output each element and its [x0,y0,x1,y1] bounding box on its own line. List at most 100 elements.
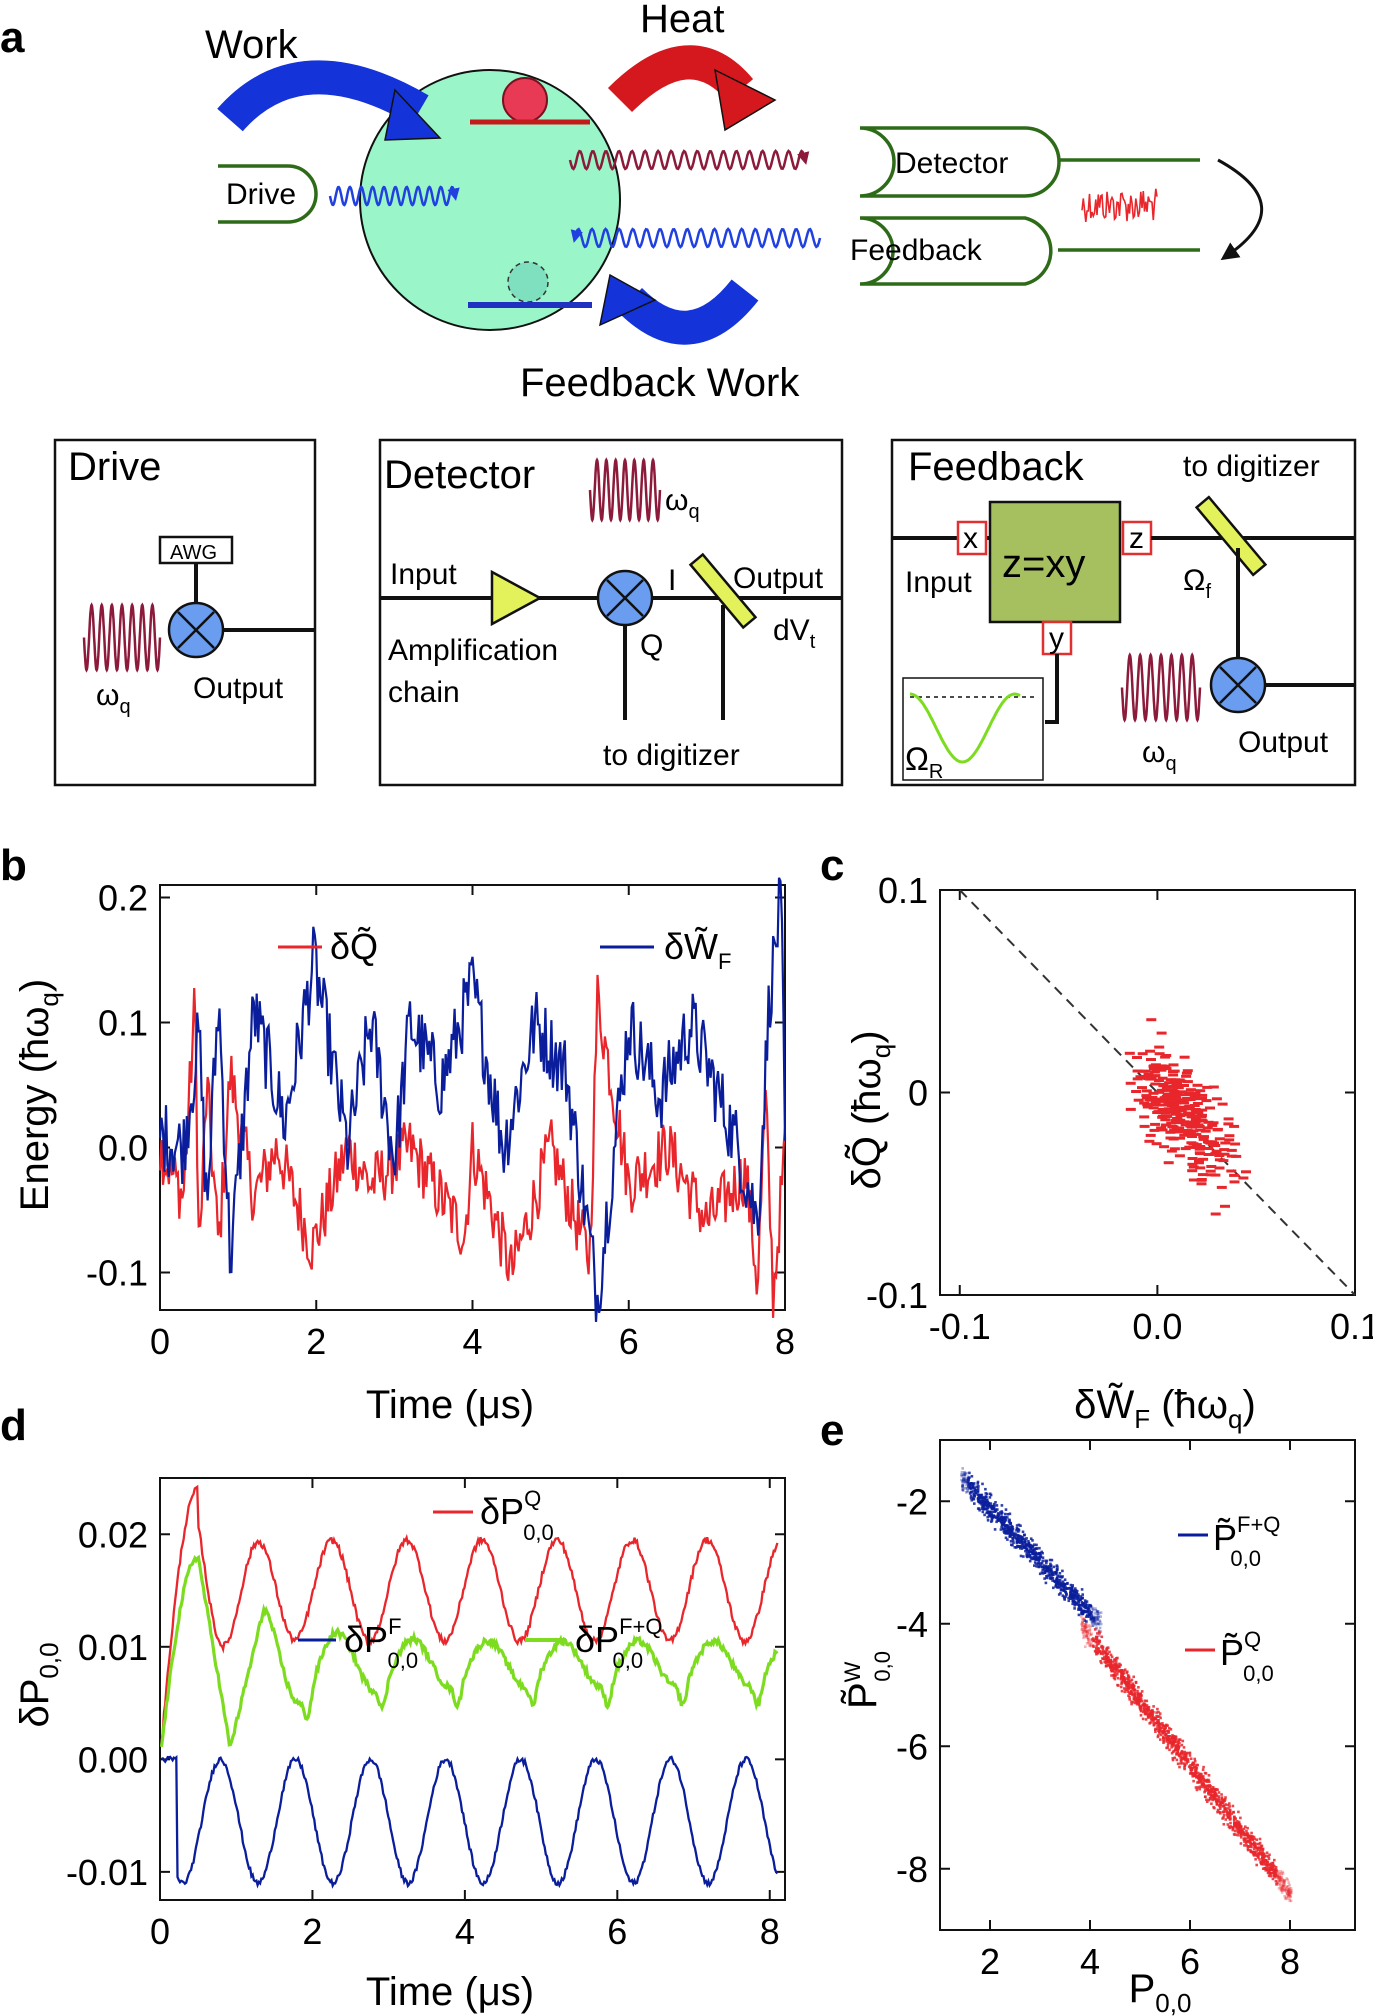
scatter-point [1168,1125,1179,1129]
scatter-point [1255,1842,1259,1846]
scatter-point [1094,1607,1097,1610]
scatter-point [1105,1664,1108,1667]
scatter-point [1099,1611,1103,1614]
scatter-point [1092,1617,1096,1620]
scatter-point [1233,1815,1236,1819]
x-tick-label: 2 [980,1941,1000,1982]
scatter-point [1287,1891,1291,1895]
scatter-point [1282,1885,1285,1889]
detector-input-label: Input [390,558,457,591]
scatter-point [1206,1165,1217,1168]
scatter-point [1152,1705,1155,1708]
scatter-point [1284,1887,1288,1890]
scatter-point [1289,1895,1292,1899]
scatter-point [983,1503,987,1507]
scatter-point [1040,1561,1044,1565]
scatter-point [1166,1743,1170,1747]
scatter-point [1169,1089,1180,1093]
scatter-point [1287,1889,1290,1892]
scatter-point [961,1485,964,1488]
scatter-point [1259,1846,1263,1850]
scatter-point [1185,1751,1188,1755]
panel-c-letter: c [820,841,844,890]
scatter-point [1096,1622,1100,1625]
scatter-point [1085,1625,1088,1629]
scatter-point [969,1496,973,1500]
scatter-point [1110,1655,1114,1659]
scatter-point [1114,1661,1118,1665]
scatter-point [1006,1526,1010,1529]
scatter-point [1213,1791,1217,1795]
scatter-point [1252,1851,1256,1854]
scatter-point [1017,1545,1021,1548]
scatter-point [1031,1552,1035,1556]
scatter-point [1148,1714,1152,1717]
scatter-point [1269,1862,1273,1865]
panel-e-letter: e [820,1406,844,1455]
panel-c-ylabel: δQ̃ (ħωq) [844,1030,896,1189]
scatter-point [1224,1134,1235,1138]
scatter-point [1011,1531,1015,1535]
scatter-point [1255,1863,1258,1867]
scatter-point [1258,1837,1262,1841]
scatter-point [1233,1829,1237,1833]
scatter-point [1080,1612,1083,1616]
scatter-point [1002,1530,1006,1533]
scatter-point [1241,1831,1245,1835]
scatter-point [1046,1569,1050,1572]
scatter-point [1203,1790,1206,1794]
x-tick-label: 2 [306,1321,326,1362]
scatter-point [1110,1664,1114,1668]
scatter-point [1217,1102,1228,1106]
scatter-point [1180,1761,1184,1765]
scatter-point [1000,1504,1004,1507]
scatter-point [1177,1754,1181,1758]
scatter-point [1103,1655,1106,1659]
scatter-point [1223,1798,1227,1801]
scatter-point [1128,1695,1131,1699]
scatter-point [1012,1533,1015,1536]
scatter-point [1139,1124,1150,1128]
scatter-point [966,1475,970,1478]
scatter-point [1202,1765,1205,1769]
scatter-point [1080,1600,1084,1604]
scatter-point [1131,1684,1135,1687]
scatter-point [962,1478,966,1481]
scatter-point [1135,1075,1146,1079]
scatter-point [1105,1649,1109,1652]
scatter-point [1180,1093,1191,1097]
scatter-point [1171,1744,1175,1748]
scatter-point [982,1499,986,1503]
scatter-point [1208,1797,1212,1800]
scatter-point [1165,1724,1168,1728]
scatter-point [1215,1802,1219,1805]
scatter-point [1025,1552,1028,1556]
scatter-point [1095,1644,1098,1648]
scatter-point [1041,1568,1044,1572]
scatter-point [1062,1586,1066,1590]
scatter-point [1071,1595,1075,1599]
scatter-point [1142,1103,1153,1107]
scatter-point [1283,1888,1287,1892]
scatter-point [1168,1137,1179,1141]
scatter-point [1082,1609,1085,1612]
scatter-point [1027,1551,1031,1554]
scatter-point [1129,1680,1132,1683]
scatter-point [1180,1751,1183,1754]
scatter-point [1205,1800,1209,1803]
scatter-point [961,1473,964,1477]
scatter-point [1172,1117,1183,1121]
scatter-point [1160,1064,1171,1068]
scatter-point [969,1482,973,1485]
scatter-point [1022,1540,1025,1544]
scatter-point [1125,1671,1128,1675]
scatter-point [1011,1543,1014,1547]
scatter-point [1182,1080,1193,1084]
scatter-point [1168,1726,1171,1730]
scatter-point [1281,1878,1284,1881]
scatter-point [1217,1791,1221,1794]
scatter-point [1025,1537,1028,1540]
scatter-point [1112,1667,1116,1670]
scatter-point [1230,1142,1241,1146]
scatter-point [987,1513,991,1517]
